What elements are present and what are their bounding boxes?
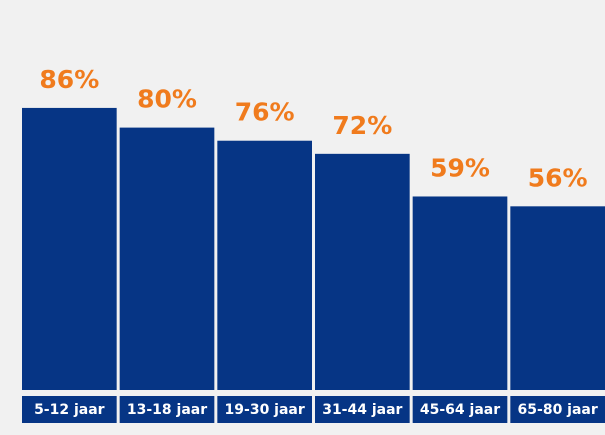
x-tick-label: 31-44 jaar [322,402,402,418]
bar [217,140,312,390]
category-box [119,396,215,423]
category-box [412,396,508,423]
category-box [22,396,117,423]
value-label: 56% [528,163,588,192]
value-label: 76% [235,98,295,127]
bar [510,206,605,390]
value-label: 80% [137,85,197,114]
category-box [315,396,410,423]
value-label: 59% [430,153,490,182]
bar [315,153,410,390]
value-label: 72% [332,111,392,140]
x-tick-label: 45-64 jaar [420,402,500,418]
bar [22,107,117,391]
value-label: 86% [39,65,99,94]
category-box [217,396,312,423]
x-tick-label: 19-30 jaar [225,402,305,418]
category-box [510,396,605,423]
x-tick-label: 65-80 jaar [518,402,598,418]
x-tick-label: 13-18 jaar [127,402,207,418]
x-tick-label: 5-12 jaar [34,402,105,418]
bar [119,127,215,390]
bar [412,196,508,390]
